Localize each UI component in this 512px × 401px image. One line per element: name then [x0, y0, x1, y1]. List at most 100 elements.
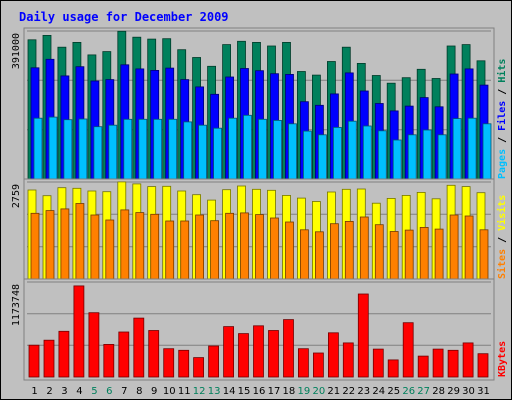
- bar-sites-day-11: [180, 220, 190, 280]
- bar-pages-day-16: [258, 118, 267, 180]
- bar-kbytes-day-21: [327, 332, 339, 378]
- bar-pages-day-9: [153, 118, 163, 180]
- x-tick-label: 2: [46, 386, 52, 397]
- scale-label: 1173748: [11, 284, 22, 326]
- bar-kbytes-day-9: [148, 330, 160, 378]
- x-axis-labels: 1 2 3 4 5 6 7 8 9 10 11 12 13 14 15 16 17 18 19 20 21 22 23 24 2…: [31, 386, 490, 397]
- bar-sites-day-28: [434, 228, 444, 280]
- x-tick-label: 10: [163, 386, 176, 397]
- bar-sites-day-26: [404, 229, 414, 280]
- bar-pages-day-19: [302, 130, 312, 180]
- bar-sites-day-19: [299, 229, 309, 280]
- bar-pages-day-14: [228, 117, 238, 180]
- x-tick-label: 8: [136, 386, 142, 397]
- bar-sites-day-14: [225, 212, 235, 280]
- bar-pages-day-2: [48, 116, 58, 180]
- bar-kbytes-day-7: [118, 331, 130, 378]
- bar-sites-day-6: [105, 219, 115, 280]
- bar-kbytes-day-29: [447, 349, 459, 378]
- legend-visits: Visits: [496, 195, 508, 231]
- bar-kbytes-day-26: [402, 322, 414, 378]
- bar-sites-day-18: [285, 221, 294, 280]
- x-tick-label: 25: [387, 386, 400, 397]
- bar-pages-day-15: [243, 114, 252, 180]
- x-tick-label: 27: [417, 386, 430, 397]
- bar-kbytes-day-28: [432, 348, 444, 378]
- bar-pages-day-24: [377, 130, 387, 180]
- bar-sites-day-10: [165, 220, 175, 280]
- bar-kbytes-day-5: [88, 312, 100, 378]
- bar-sites-day-27: [419, 226, 429, 280]
- x-tick-label: 16: [253, 386, 266, 397]
- bar-kbytes-day-20: [312, 352, 324, 378]
- bar-sites-day-17: [270, 217, 279, 280]
- bar-pages-day-8: [138, 118, 148, 180]
- legend-files: Files: [496, 101, 508, 131]
- bar-kbytes-day-27: [417, 355, 429, 378]
- bar-sites-day-1: [30, 212, 40, 280]
- bar-pages-day-26: [407, 134, 417, 180]
- bar-sites-day-21: [329, 223, 339, 280]
- legend-separator: /: [497, 231, 508, 249]
- x-tick-label: 20: [313, 386, 326, 397]
- x-tick-label: 22: [342, 386, 355, 397]
- x-tick-label: 28: [432, 386, 445, 397]
- bar-sites-day-8: [135, 212, 145, 280]
- bar-sites-day-4: [75, 203, 85, 280]
- bar-sites-day-5: [90, 214, 100, 280]
- bar-kbytes-day-30: [462, 342, 474, 378]
- bar-pages-day-20: [317, 134, 327, 180]
- bar-kbytes-day-14: [223, 326, 235, 378]
- bar-pages-day-3: [63, 119, 73, 180]
- x-tick-label: 26: [402, 386, 415, 397]
- kbytes-panel: 1173748 KBytes: [11, 278, 508, 381]
- legend: KBytes: [497, 341, 508, 377]
- x-tick-label: 9: [151, 386, 157, 397]
- x-tick-label: 29: [447, 386, 460, 397]
- bar-sites-day-15: [240, 212, 249, 280]
- x-tick-label: 17: [268, 386, 281, 397]
- bar-sites-day-31: [479, 229, 489, 280]
- bar-kbytes-day-4: [73, 285, 85, 378]
- bar-pages-day-28: [437, 134, 447, 180]
- bar-pages-day-25: [392, 139, 402, 180]
- bar-kbytes-day-17: [268, 330, 279, 378]
- bar-sites-day-7: [120, 209, 130, 280]
- x-tick-label: 24: [372, 386, 385, 397]
- bar-sites-day-23: [359, 216, 369, 280]
- x-tick-label: 13: [208, 386, 221, 397]
- bar-pages-day-11: [183, 121, 193, 180]
- bar-kbytes-day-10: [163, 348, 175, 378]
- x-tick-label: 7: [121, 386, 127, 397]
- bar-pages-day-17: [273, 120, 282, 180]
- x-tick-label: 31: [477, 386, 490, 397]
- bar-kbytes-day-22: [342, 342, 354, 378]
- legend-hits: Hits: [496, 59, 508, 83]
- legend-kbytes: KBytes: [497, 341, 508, 377]
- legend: Pages / Files / Hits: [496, 59, 508, 179]
- visits-panel: 2759 Sites / Visits: [11, 178, 508, 283]
- x-tick-label: 1: [31, 386, 37, 397]
- bar-kbytes-day-13: [208, 345, 220, 378]
- bar-kbytes-day-1: [28, 344, 40, 378]
- bar-pages-day-29: [452, 118, 462, 180]
- bar-pages-day-10: [168, 118, 178, 180]
- bar-kbytes-day-11: [178, 349, 190, 378]
- x-tick-label: 3: [61, 386, 67, 397]
- bar-sites-day-25: [389, 231, 399, 280]
- x-tick-label: 12: [193, 386, 206, 397]
- bar-pages-day-27: [422, 129, 432, 180]
- x-tick-label: 30: [462, 386, 475, 397]
- bar-pages-day-5: [93, 126, 103, 180]
- x-tick-label: 18: [283, 386, 296, 397]
- bar-kbytes-day-23: [357, 293, 369, 378]
- bar-kbytes-day-8: [133, 317, 145, 378]
- bar-sites-day-22: [344, 220, 354, 280]
- x-tick-label: 21: [327, 386, 340, 397]
- bar-sites-day-16: [255, 214, 264, 280]
- legend: Sites / Visits: [496, 195, 508, 279]
- bar-sites-day-29: [449, 214, 459, 280]
- bar-pages-day-22: [347, 120, 357, 180]
